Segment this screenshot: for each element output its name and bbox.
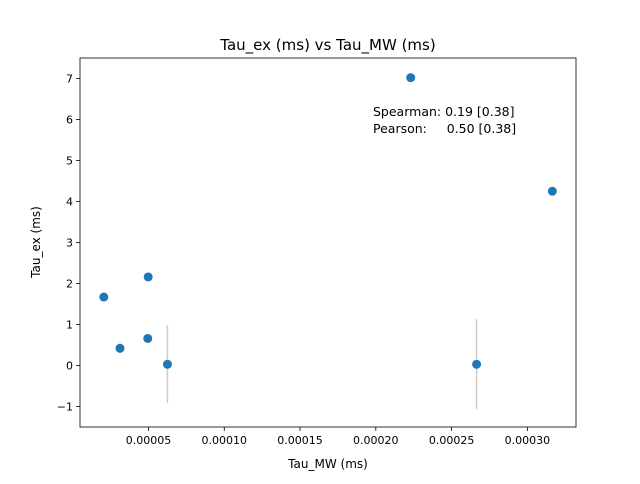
chart-title: Tau_ex (ms) vs Tau_MW (ms) (219, 36, 435, 55)
x-tick-label: 0.00005 (126, 434, 172, 447)
y-axis-label: Tau_ex (ms) (29, 206, 43, 279)
data-point (143, 333, 153, 343)
y-tick-label: 2 (66, 278, 73, 291)
data-point (547, 186, 557, 196)
y-tick-label: 5 (66, 155, 73, 168)
data-point (115, 343, 125, 353)
y-tick-label: 1 (66, 319, 73, 332)
y-tick-label: 4 (66, 196, 73, 209)
pearson-annotation: Pearson: 0.50 [0.38] (373, 121, 516, 136)
x-tick-label: 0.00030 (505, 434, 551, 447)
y-tick-label: −1 (57, 401, 73, 414)
data-point (162, 359, 172, 369)
x-axis-label: Tau_MW (ms) (287, 457, 368, 471)
y-axis-ticks: −1 0 1 2 3 4 5 6 7 (57, 73, 80, 414)
x-axis-ticks: 0.00005 0.00010 0.00015 0.00020 0.00025 0.000… (126, 427, 550, 447)
y-tick-label: 0 (66, 360, 73, 373)
spearman-annotation: Spearman: 0.19 [0.38] (373, 104, 514, 119)
data-point (472, 359, 482, 369)
y-tick-label: 6 (66, 114, 73, 127)
y-tick-label: 7 (66, 73, 73, 86)
x-tick-label: 0.00010 (202, 434, 248, 447)
x-tick-label: 0.00025 (429, 434, 475, 447)
x-tick-label: 0.00015 (277, 434, 323, 447)
y-tick-label: 3 (66, 237, 73, 250)
data-point (406, 73, 416, 83)
points-layer (99, 73, 557, 369)
x-tick-label: 0.00020 (353, 434, 399, 447)
data-point (99, 292, 109, 302)
data-point (143, 272, 153, 282)
